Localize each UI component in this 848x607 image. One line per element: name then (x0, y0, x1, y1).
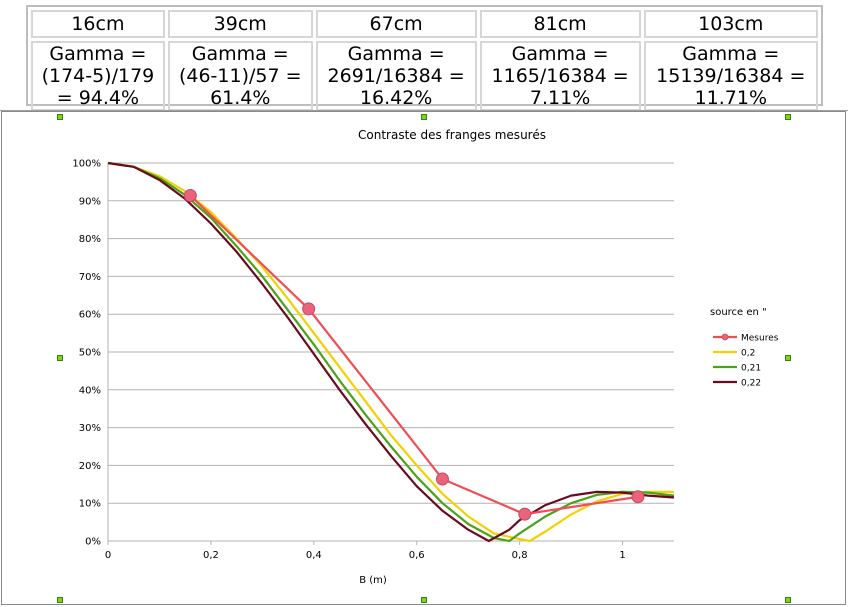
resize-handle-right[interactable] (785, 355, 791, 361)
resize-handle-top-right[interactable] (785, 114, 791, 120)
table-cell: Gamma = 2691/16384 = 16.42% (315, 41, 477, 111)
resize-handle-bottom-left[interactable] (57, 597, 63, 603)
cell-line: 61.4% (210, 87, 271, 109)
cell-line: 16.42% (359, 87, 433, 109)
chart-frame[interactable] (1, 111, 846, 605)
resize-handle-top[interactable] (421, 114, 427, 120)
cell-line: Gamma = (682, 43, 780, 65)
table-header-cell: 103cm (643, 10, 818, 38)
gamma-table-container: 16cm 39cm 67cm 81cm 103cm Gamma = (174-5… (26, 5, 823, 111)
cell-line: (174-5)/179 (41, 65, 155, 87)
cell-line: Gamma = (191, 43, 289, 65)
cell-line: = 94.4% (56, 87, 140, 109)
cell-line: Gamma = (49, 43, 147, 65)
table-row: Gamma = (174-5)/179 = 94.4% Gamma = (46-… (31, 41, 818, 111)
table-header-row: 16cm 39cm 67cm 81cm 103cm (31, 10, 818, 38)
table-header-cell: 67cm (315, 10, 477, 38)
resize-handle-bottom[interactable] (421, 597, 427, 603)
cell-line: 2691/16384 = (327, 65, 465, 87)
table-cell: Gamma = (46-11)/57 = 61.4% (167, 41, 313, 111)
table-header-cell: 16cm (31, 10, 165, 38)
gamma-table: 16cm 39cm 67cm 81cm 103cm Gamma = (174-5… (28, 7, 821, 114)
cell-line: 1165/16384 = (491, 65, 629, 87)
cell-line: 15139/16384 = (656, 65, 806, 87)
cell-line: 7.11% (529, 87, 591, 109)
resize-handle-top-left[interactable] (57, 114, 63, 120)
table-cell: Gamma = 1165/16384 = 7.11% (479, 41, 641, 111)
table-cell: Gamma = 15139/16384 = 11.71% (643, 41, 818, 111)
table-header-cell: 39cm (167, 10, 313, 38)
resize-handle-left[interactable] (57, 355, 63, 361)
resize-handle-bottom-right[interactable] (785, 597, 791, 603)
table-header-cell: 81cm (479, 10, 641, 38)
cell-line: 11.71% (694, 87, 768, 109)
divider (0, 110, 848, 111)
cell-line: (46-11)/57 = (178, 65, 302, 87)
table-cell: Gamma = (174-5)/179 = 94.4% (31, 41, 165, 111)
cell-line: Gamma = (511, 43, 609, 65)
cell-line: Gamma = (347, 43, 445, 65)
